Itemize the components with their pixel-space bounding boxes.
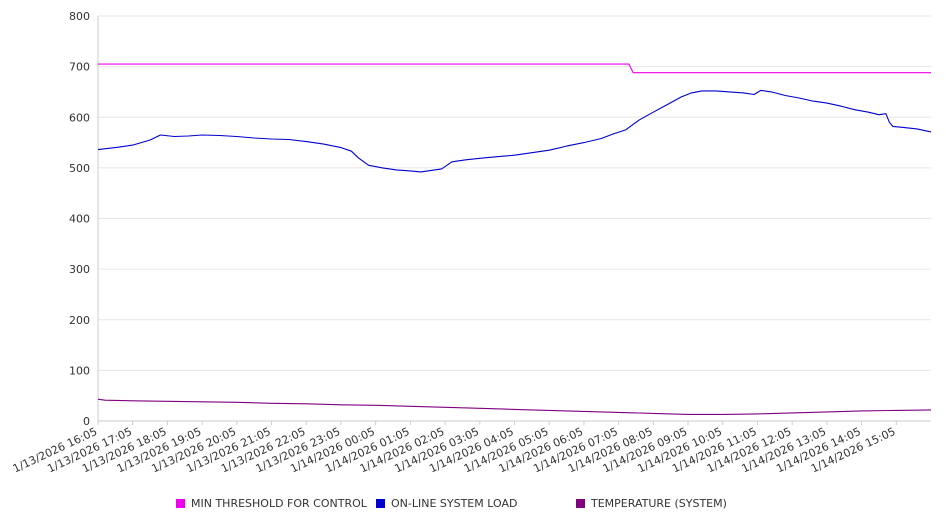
series-line-1	[97, 89, 932, 173]
legend-item-system-load[interactable]: ON-LINE SYSTEM LOAD	[376, 497, 517, 510]
y-tick-label-100: 100	[69, 364, 90, 377]
legend-label-temperature: TEMPERATURE (SYSTEM)	[591, 497, 727, 510]
y-tick-label-400: 400	[69, 213, 90, 226]
legend-label-system-load: ON-LINE SYSTEM LOAD	[391, 497, 518, 510]
y-tick-label-700: 700	[69, 61, 90, 74]
y-tick-label-0: 0	[83, 415, 90, 428]
legend-item-min-threshold[interactable]: MIN THRESHOLD FOR CONTROL	[176, 497, 367, 510]
y-tick-label-300: 300	[69, 263, 90, 276]
legend-item-temperature[interactable]: TEMPERATURE (SYSTEM)	[576, 497, 727, 510]
legend: MIN THRESHOLD FOR CONTROL ON-LINE SYSTEM…	[0, 497, 946, 515]
y-tick-label-800: 800	[69, 10, 90, 23]
x-axis-tick-labels: 1/13/2026 16:051/13/2026 17:051/13/2026 …	[11, 425, 898, 475]
legend-swatch-system-load	[376, 499, 385, 508]
legend-swatch-temperature	[576, 499, 585, 508]
legend-label-min-threshold: MIN THRESHOLD FOR CONTROL	[191, 497, 367, 510]
gridlines	[98, 15, 931, 371]
series-line-2	[97, 398, 932, 415]
y-tick-label-200: 200	[69, 314, 90, 327]
y-axis-tick-labels: 0 100 200 300 400 500 600 700 800	[69, 10, 90, 428]
axes	[97, 16, 931, 425]
y-tick-label-500: 500	[69, 162, 90, 175]
series-lines	[97, 63, 932, 415]
legend-swatch-min-threshold	[176, 499, 185, 508]
y-tick-label-600: 600	[69, 111, 90, 124]
series-line-0	[98, 63, 931, 74]
